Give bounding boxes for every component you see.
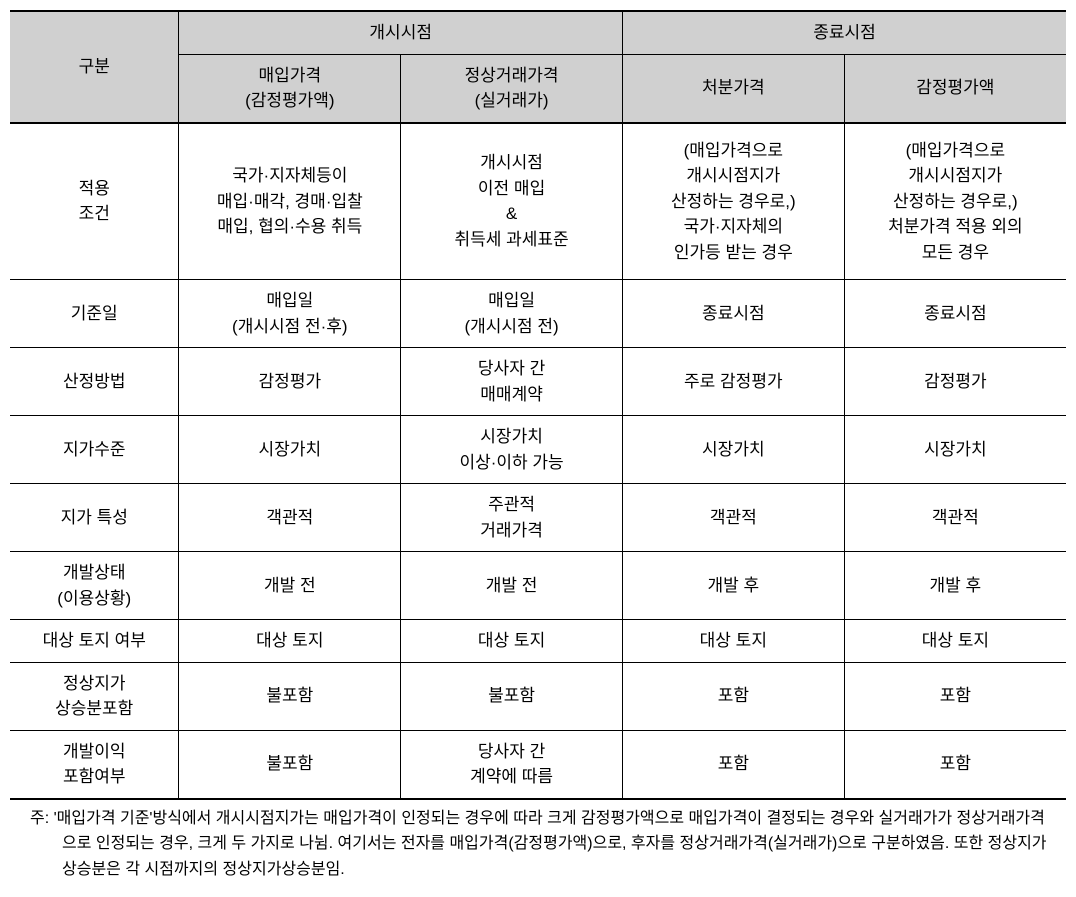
cell-value: 감정평가 (179, 348, 401, 416)
table-row: 기준일매입일(개시시점 전·후)매입일(개시시점 전)종료시점종료시점 (10, 280, 1066, 348)
header-col3: 처분가격 (622, 54, 844, 123)
cell-value: 종료시점 (844, 280, 1066, 348)
cell-value: 포함 (622, 662, 844, 730)
cell-value: 당사자 간매매계약 (401, 348, 623, 416)
comparison-table: 구분 개시시점 종료시점 매입가격(감정평가액) 정상거래가격(실거래가) 처분… (10, 10, 1066, 800)
cell-value: 매입일(개시시점 전) (401, 280, 623, 348)
table-row: 개발상태(이용상황)개발 전개발 전개발 후개발 후 (10, 552, 1066, 620)
cell-value: 개발 전 (179, 552, 401, 620)
table-row: 지가수준시장가치시장가치이상·이하 가능시장가치시장가치 (10, 416, 1066, 484)
cell-value: 종료시점 (622, 280, 844, 348)
row-label: 적용조건 (10, 123, 179, 280)
row-label: 지가수준 (10, 416, 179, 484)
cell-value: 대상 토지 (401, 620, 623, 663)
table-header: 구분 개시시점 종료시점 매입가격(감정평가액) 정상거래가격(실거래가) 처분… (10, 11, 1066, 123)
table-row: 대상 토지 여부대상 토지대상 토지대상 토지대상 토지 (10, 620, 1066, 663)
cell-value: 불포함 (179, 662, 401, 730)
header-group-end: 종료시점 (622, 11, 1066, 54)
cell-value: 시장가치 (179, 416, 401, 484)
cell-value: 개발 후 (844, 552, 1066, 620)
row-label: 산정방법 (10, 348, 179, 416)
cell-value: 개발 전 (401, 552, 623, 620)
header-category: 구분 (10, 11, 179, 123)
cell-value: 객관적 (844, 484, 1066, 552)
cell-value: 대상 토지 (844, 620, 1066, 663)
cell-value: 포함 (844, 662, 1066, 730)
cell-value: 시장가치이상·이하 가능 (401, 416, 623, 484)
cell-value: 감정평가 (844, 348, 1066, 416)
cell-value: 대상 토지 (179, 620, 401, 663)
cell-value: 시장가치 (844, 416, 1066, 484)
cell-value: 국가·지자체등이매입·매각, 경매·입찰매입, 협의·수용 취득 (179, 123, 401, 280)
cell-value: (매입가격으로개시시점지가산정하는 경우로,)국가·지자체의인가등 받는 경우 (622, 123, 844, 280)
header-col1: 매입가격(감정평가액) (179, 54, 401, 123)
header-col4: 감정평가액 (844, 54, 1066, 123)
table-row: 정상지가상승분포함불포함불포함포함포함 (10, 662, 1066, 730)
cell-value: 시장가치 (622, 416, 844, 484)
cell-value: 불포함 (179, 730, 401, 799)
cell-value: 주관적거래가격 (401, 484, 623, 552)
table-footnote: 주: '매입가격 기준'방식에서 개시시점지가는 매입가격이 인정되는 경우에 … (10, 806, 1066, 883)
cell-value: 주로 감정평가 (622, 348, 844, 416)
cell-value: 개시시점이전 매입&취득세 과세표준 (401, 123, 623, 280)
table-row: 지가 특성객관적주관적거래가격객관적객관적 (10, 484, 1066, 552)
cell-value: 객관적 (622, 484, 844, 552)
row-label: 대상 토지 여부 (10, 620, 179, 663)
row-label: 개발이익포함여부 (10, 730, 179, 799)
cell-value: (매입가격으로개시시점지가산정하는 경우로,)처분가격 적용 외의모든 경우 (844, 123, 1066, 280)
cell-value: 포함 (844, 730, 1066, 799)
cell-value: 대상 토지 (622, 620, 844, 663)
row-label: 개발상태(이용상황) (10, 552, 179, 620)
row-label: 정상지가상승분포함 (10, 662, 179, 730)
cell-value: 포함 (622, 730, 844, 799)
cell-value: 불포함 (401, 662, 623, 730)
table-row: 개발이익포함여부불포함당사자 간계약에 따름포함포함 (10, 730, 1066, 799)
header-group-start: 개시시점 (179, 11, 623, 54)
row-label: 기준일 (10, 280, 179, 348)
table-row: 적용조건국가·지자체등이매입·매각, 경매·입찰매입, 협의·수용 취득개시시점… (10, 123, 1066, 280)
header-col2: 정상거래가격(실거래가) (401, 54, 623, 123)
table-row: 산정방법감정평가당사자 간매매계약주로 감정평가감정평가 (10, 348, 1066, 416)
row-label: 지가 특성 (10, 484, 179, 552)
comparison-table-container: 구분 개시시점 종료시점 매입가격(감정평가액) 정상거래가격(실거래가) 처분… (10, 10, 1066, 882)
cell-value: 객관적 (179, 484, 401, 552)
table-body: 적용조건국가·지자체등이매입·매각, 경매·입찰매입, 협의·수용 취득개시시점… (10, 123, 1066, 799)
cell-value: 당사자 간계약에 따름 (401, 730, 623, 799)
cell-value: 매입일(개시시점 전·후) (179, 280, 401, 348)
cell-value: 개발 후 (622, 552, 844, 620)
